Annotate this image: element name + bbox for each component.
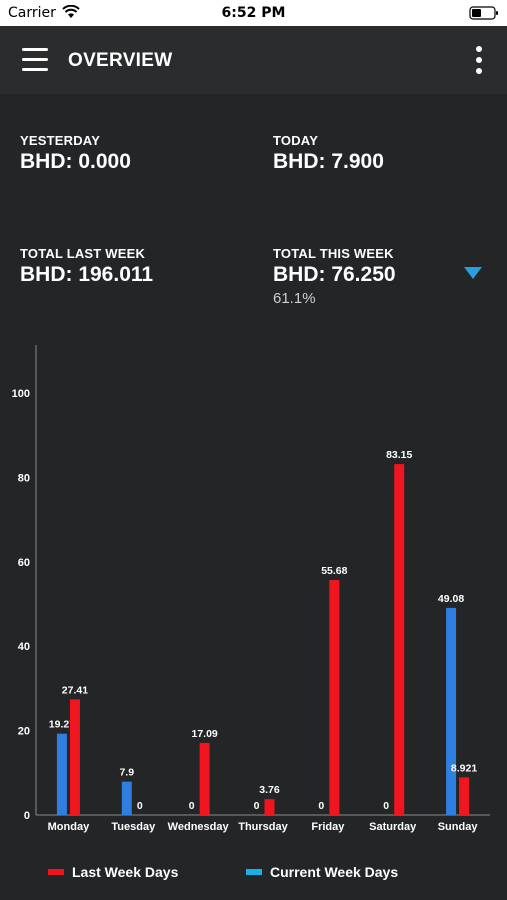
stat-label: YESTERDAY (20, 133, 101, 148)
data-label: 55.68 (321, 565, 347, 577)
data-label: 0 (318, 800, 324, 812)
stat-label: TODAY (273, 133, 319, 148)
legend-last-week: Last Week Days (48, 864, 178, 880)
stat-total-last-week: TOTAL LAST WEEK BHD: 196.011 (20, 246, 153, 287)
data-label: 8.921 (451, 762, 477, 774)
x-tick-label: Sunday (438, 821, 479, 833)
legend-swatch-last-week (48, 869, 64, 875)
bar-last-week (394, 464, 405, 815)
bar-last-week (264, 799, 275, 815)
data-label: 83.15 (386, 449, 412, 461)
data-label: 0 (137, 800, 143, 812)
stat-value: BHD: 7.900 (273, 150, 384, 173)
stat-today: TODAY BHD: 7.900 (273, 133, 384, 174)
stat-value: BHD: 76.250 (273, 263, 396, 286)
stat-total-this-week: TOTAL THIS WEEK BHD: 76.250 61.1% (273, 246, 396, 307)
more-vertical-icon[interactable] (473, 44, 485, 76)
x-tick-label: Tuesday (111, 821, 156, 833)
data-label: 19.27 (49, 719, 75, 731)
y-tick-label: 100 (12, 388, 30, 400)
legend-current-week: Current Week Days (246, 864, 398, 880)
legend-label-current-week: Current Week Days (270, 864, 399, 880)
battery-icon (469, 6, 498, 20)
bar-last-week (459, 777, 470, 815)
data-label: 0 (254, 800, 260, 812)
stat-label: TOTAL LAST WEEK (20, 246, 146, 261)
app-bar: OVERVIEW (0, 26, 507, 94)
data-label: 7.9 (119, 767, 134, 779)
data-label: 3.76 (259, 784, 280, 796)
page-title: OVERVIEW (68, 50, 173, 71)
bar-last-week (329, 580, 340, 815)
carrier-label: Carrier (8, 5, 56, 21)
data-label: 17.09 (192, 728, 218, 740)
triangle-down-icon[interactable] (464, 267, 482, 279)
bar-current-week (446, 607, 457, 815)
x-tick-label: Friday (311, 821, 345, 833)
stat-label: TOTAL THIS WEEK (273, 246, 394, 261)
x-tick-label: Saturday (369, 821, 417, 833)
bar-last-week (199, 742, 210, 815)
clock: 6:52 PM (221, 5, 286, 21)
bar-last-week (69, 699, 80, 815)
y-tick-label: 40 (18, 641, 30, 653)
data-label: 0 (383, 800, 389, 812)
bar-current-week (121, 781, 132, 815)
x-tick-label: Monday (48, 821, 90, 833)
legend-label-last-week: Last Week Days (72, 864, 179, 880)
data-label: 0 (189, 800, 195, 812)
x-tick-label: Thursday (238, 821, 288, 833)
stat-value: BHD: 0.000 (20, 150, 131, 173)
x-tick-label: Wednesday (168, 821, 230, 833)
legend-swatch-current-week (246, 869, 262, 875)
stat-percent: 61.1% (273, 290, 316, 307)
stat-yesterday: YESTERDAY BHD: 0.000 (20, 133, 131, 174)
y-tick-label: 60 (18, 557, 30, 569)
data-label: 49.08 (438, 593, 464, 605)
y-tick-label: 0 (24, 810, 30, 822)
y-tick-label: 80 (18, 472, 30, 484)
stat-value: BHD: 196.011 (20, 263, 154, 286)
status-bar: Carrier 6:52 PM (0, 0, 507, 26)
hamburger-menu-icon[interactable] (16, 44, 48, 76)
bar-current-week (56, 733, 67, 815)
y-tick-label: 20 (18, 726, 30, 738)
data-label: 27.41 (62, 684, 88, 696)
bar-chart: 0 20 40 60 80 100 Monday 19.27 27.41 Tuesday 7.9 0 W… (12, 345, 490, 833)
wifi-icon (62, 5, 80, 18)
